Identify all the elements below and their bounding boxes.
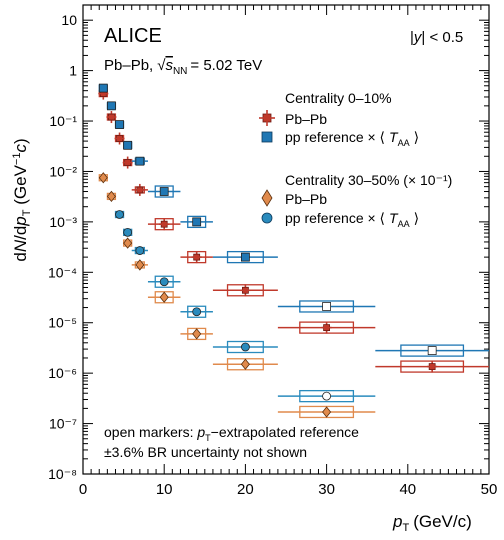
legend-group2-title: Centrality 30–50% (× 10⁻¹) [285,172,452,188]
marker-square [98,83,108,93]
y-tick-label: 10 [61,12,77,28]
x-tick-label: 10 [156,481,173,498]
sys-box [299,300,355,313]
legend-pbpb-central-label: Pb–Pb [285,111,327,127]
marker-circle [159,277,169,287]
marker-square [135,156,145,166]
sys-box [226,250,264,264]
marker-circle [322,391,332,401]
y-tick-label: 10⁻² [49,163,77,179]
y-tick-label: 10⁻⁷ [49,416,77,432]
sys-box [187,305,207,318]
marker-square [427,346,437,356]
marker-diamond [98,172,108,184]
y-tick-label: 10⁻⁶ [48,365,77,381]
rapidity-label: |y| < 0.5 [410,29,463,46]
system-label: Pb–Pb, √sNN = 5.02 TeV [104,57,262,77]
y-tick-label: 10⁻⁸ [48,466,77,482]
y-axis-label: dN/dpT (GeV−1c) [11,138,33,261]
axis-ticks [82,4,490,475]
marker-circle [135,246,145,255]
marker-diamond [240,358,250,370]
marker-square [159,187,169,196]
sys-box [154,185,174,198]
legend-group1-title: Centrality 0–10% [285,90,392,106]
legend-marker-pbpb-central [259,110,275,126]
note-extrapolated: open markers: pT−extrapolated reference [104,424,359,443]
marker-square [115,120,124,129]
y-tick-label: 10⁻¹ [49,113,77,129]
marker-square [322,302,332,311]
legend-marker-pp-central [261,131,273,143]
sys-box [187,215,207,229]
legend-pp-semi-label: pp reference × ⟨ TAA ⟩ [285,210,419,229]
marker-diamond [135,259,145,271]
marker-diamond [106,190,116,203]
marker-circle [240,342,250,352]
y-tick-label: 10⁻³ [49,214,77,230]
sys-box [400,344,465,357]
x-tick-label: 50 [481,481,498,498]
y-tick-label: 10⁻⁴ [48,264,77,280]
marker-square [123,140,133,150]
marker-square [240,252,250,262]
note-br-uncertainty: ±3.6% BR uncertainty not shown [104,444,307,460]
sys-box [226,340,264,354]
x-tick-label: 0 [79,481,87,498]
x-axis-label: pT (GeV/c) [392,512,472,534]
x-tick-label: 30 [318,481,335,498]
y-tick-label: 10⁻⁵ [48,315,77,331]
marker-circle [115,210,124,219]
marker-square [192,217,202,227]
marker-diamond [192,328,202,340]
marker-diamond [159,291,169,303]
data-points [98,83,489,419]
marker-circle [192,307,202,317]
sys-box [154,275,174,288]
x-tick-label: 40 [399,481,416,498]
marker-square [107,101,116,111]
series-3 [114,210,376,403]
legend-marker-pbpb-semi [261,189,273,207]
axis-tick-labels: 0 10 20 30 40 50 10⁻⁸ 10⁻⁷ 10⁻⁶ 10⁻⁵ 10⁻⁴ 10⁻³ 10⁻² 1… [48,12,497,498]
marker-diamond [322,406,332,418]
experiment-label: ALICE [104,25,162,47]
legend-pp-central-label: pp reference × ⟨ TAA ⟩ [285,129,419,148]
marker-diamond [123,237,133,249]
y-tick-label: 1 [69,63,77,79]
legend: Centrality 0–10% Pb–Pb pp reference × ⟨ T… [259,90,452,229]
legend-marker-pp-semi [261,212,273,224]
legend-pbpb-semi-label: Pb–Pb [285,191,327,207]
sys-box [299,389,355,403]
marker-circle [123,227,133,237]
x-tick-label: 20 [237,481,254,498]
plot-frame [82,4,490,475]
series-0 [98,87,489,373]
series-1 [98,83,489,357]
series-2 [98,172,376,419]
